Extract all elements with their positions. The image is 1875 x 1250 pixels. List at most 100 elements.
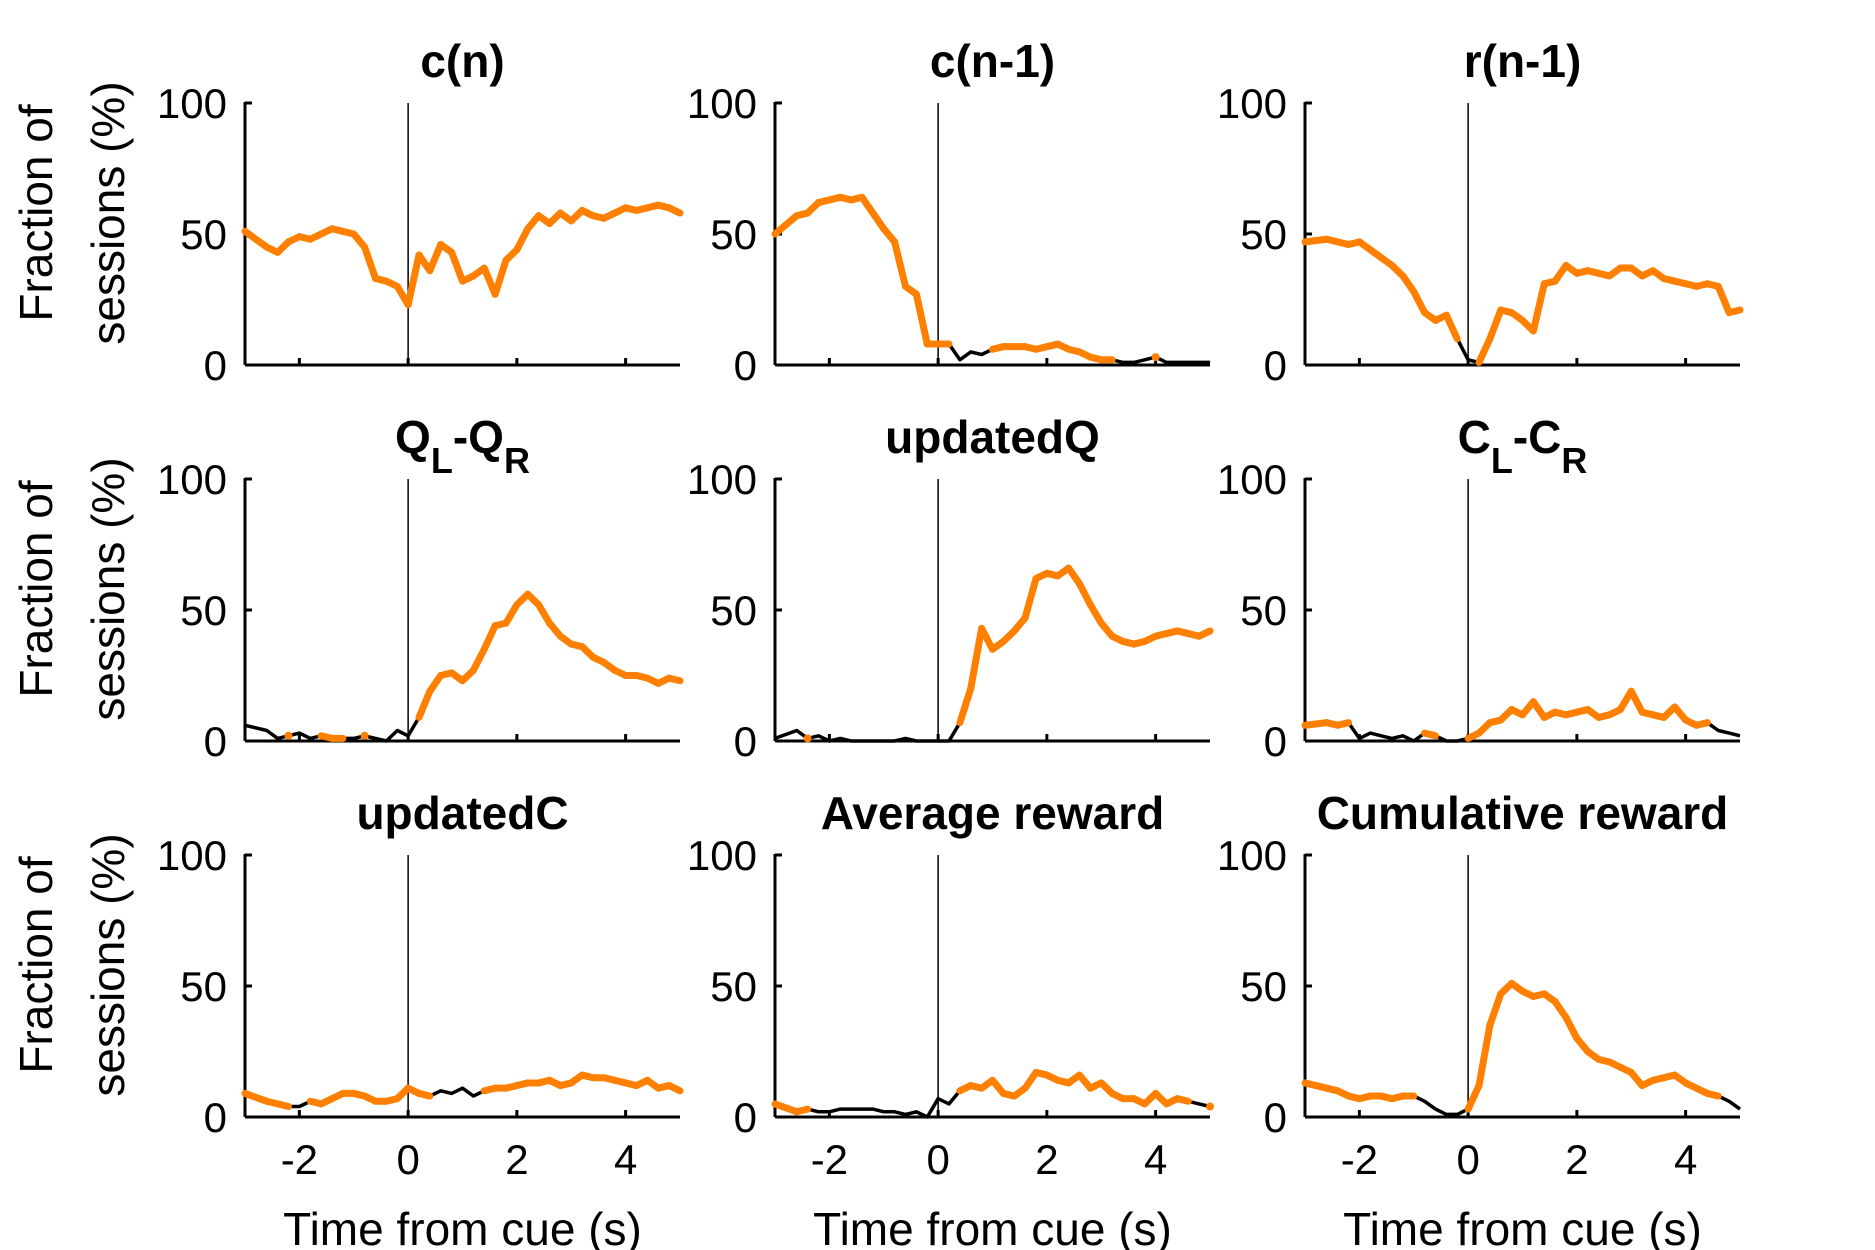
x-tick-label: 2 — [1035, 1136, 1058, 1183]
y-tick-label: 50 — [180, 963, 227, 1010]
panel-title-part: Q — [395, 411, 431, 463]
panel-title: CL-CR — [1458, 411, 1588, 481]
y-tick-label: 100 — [1217, 832, 1287, 879]
significant-segment — [956, 685, 975, 727]
significant-segment — [793, 1105, 812, 1116]
y-tick-label: 100 — [687, 80, 757, 127]
significant-segment — [1021, 575, 1040, 622]
significant-segment — [1301, 719, 1331, 729]
y-tick-label: 50 — [180, 211, 227, 258]
significant-segment — [469, 645, 488, 674]
panel-title: c(n) — [420, 35, 504, 87]
y-axis-label: Fraction of sessions (%) — [10, 833, 134, 1096]
significant-segment — [1076, 580, 1094, 609]
significant-segment — [1475, 335, 1494, 366]
y-tick-label: 0 — [1264, 1094, 1287, 1141]
y-tick-label: 0 — [734, 718, 757, 765]
series-line-all — [243, 203, 681, 307]
y-axis-label-line: Fraction of — [10, 856, 62, 1074]
panel-title-part: C — [1458, 411, 1491, 463]
significant-segment — [1627, 687, 1646, 716]
significant-segment — [274, 1100, 292, 1111]
panel-1: c(n) 0 50 100 Fraction of sessions (%) — [10, 35, 684, 389]
significant-segment — [535, 601, 553, 627]
panel-title: c(n-1) — [930, 35, 1055, 87]
y-axis-label-line: sessions (%) — [82, 81, 134, 344]
y-tick-label: 0 — [204, 718, 227, 765]
panel-title: Cumulative reward — [1317, 787, 1729, 839]
significant-segment — [1334, 719, 1352, 729]
y-axis-label-line: Fraction of — [10, 104, 62, 322]
panel-3: r(n-1) 0 50 100 — [1217, 35, 1744, 389]
significant-segment — [1086, 601, 1105, 627]
x-tick-label: 0 — [926, 1136, 949, 1183]
significant-segment — [415, 687, 434, 721]
significant-segment — [978, 624, 996, 653]
x-tick-label: 2 — [1565, 1136, 1588, 1183]
significant-segment — [241, 1089, 271, 1105]
panel-title-subscript: L — [1491, 440, 1513, 481]
significant-segment — [665, 204, 684, 217]
significant-segment — [1714, 282, 1733, 317]
x-tick-label: -2 — [281, 1136, 318, 1183]
significant-segment — [1725, 306, 1744, 317]
significant-segment — [491, 256, 510, 298]
significant-point — [1151, 353, 1160, 362]
series-line-all — [773, 195, 1210, 365]
significant-segment — [1173, 1095, 1192, 1105]
significant-segment — [361, 243, 379, 283]
y-tick-label: 50 — [1240, 211, 1287, 258]
significant-segment — [771, 212, 801, 238]
series-line-all — [1304, 237, 1741, 365]
significant-segment — [1195, 627, 1214, 640]
series-line-all — [774, 566, 1211, 743]
significant-segment — [967, 624, 986, 693]
panel-2: c(n-1) 0 50 100 — [687, 35, 1210, 389]
y-axis-label-line: Fraction of — [10, 480, 62, 698]
y-axis-label: Fraction of sessions (%) — [10, 81, 134, 344]
significant-segment — [1442, 311, 1461, 343]
y-tick-label: 100 — [157, 832, 227, 879]
significant-segment — [502, 601, 521, 627]
y-tick-label: 100 — [157, 80, 227, 127]
significant-segment — [415, 1089, 434, 1100]
y-tick-label: 100 — [157, 456, 227, 503]
significant-point — [803, 734, 812, 743]
panel-7: updatedC 0 50 100 -2 0 2 4 Fraction of sessions (… — [10, 787, 684, 1250]
panel-title: Average reward — [821, 787, 1164, 839]
panel-4: QL-QR 0 50 100 Fraction of sessions (%) — [10, 411, 684, 765]
y-tick-label: 0 — [734, 1094, 757, 1141]
y-tick-label: 50 — [710, 211, 757, 258]
panel-title: QL-QR — [395, 411, 530, 481]
y-tick-label: 100 — [687, 832, 757, 879]
x-axis-label: Time from cue (s) — [283, 1203, 642, 1250]
panel-title: r(n-1) — [1464, 35, 1582, 87]
y-tick-label: 50 — [1240, 587, 1287, 634]
y-axis-label-line: sessions (%) — [82, 457, 134, 720]
panel-6: CL-CR 0 50 100 — [1217, 411, 1741, 765]
x-tick-label: 0 — [1456, 1136, 1479, 1183]
y-axis-label-line: sessions (%) — [82, 833, 134, 1096]
significant-segment — [448, 248, 466, 285]
y-tick-label: 100 — [1217, 456, 1287, 503]
panel-title: updatedC — [356, 787, 568, 839]
x-axis-label: Time from cue (s) — [813, 1203, 1172, 1250]
panel-5: updatedQ 0 50 100 — [687, 411, 1214, 765]
y-tick-label: 0 — [734, 342, 757, 389]
y-tick-label: 50 — [180, 587, 227, 634]
y-tick-label: 50 — [710, 587, 757, 634]
significant-point — [1206, 1102, 1214, 1111]
y-tick-label: 100 — [687, 456, 757, 503]
significant-segment — [1703, 1089, 1722, 1100]
significant-segment — [1301, 1079, 1331, 1092]
y-tick-label: 0 — [204, 342, 227, 389]
significant-segment — [1410, 288, 1429, 317]
significant-segment — [1464, 1082, 1483, 1113]
x-tick-label: -2 — [1341, 1136, 1378, 1183]
significant-segment — [513, 225, 532, 254]
significant-segment — [1529, 280, 1548, 335]
panel-title-subscript: R — [504, 440, 530, 481]
panel-9: Cumulative reward 0 50 100 -2 0 2 4 Time from cu… — [1217, 787, 1742, 1250]
significant-segment — [665, 674, 684, 685]
significant-segment — [1475, 1021, 1494, 1090]
